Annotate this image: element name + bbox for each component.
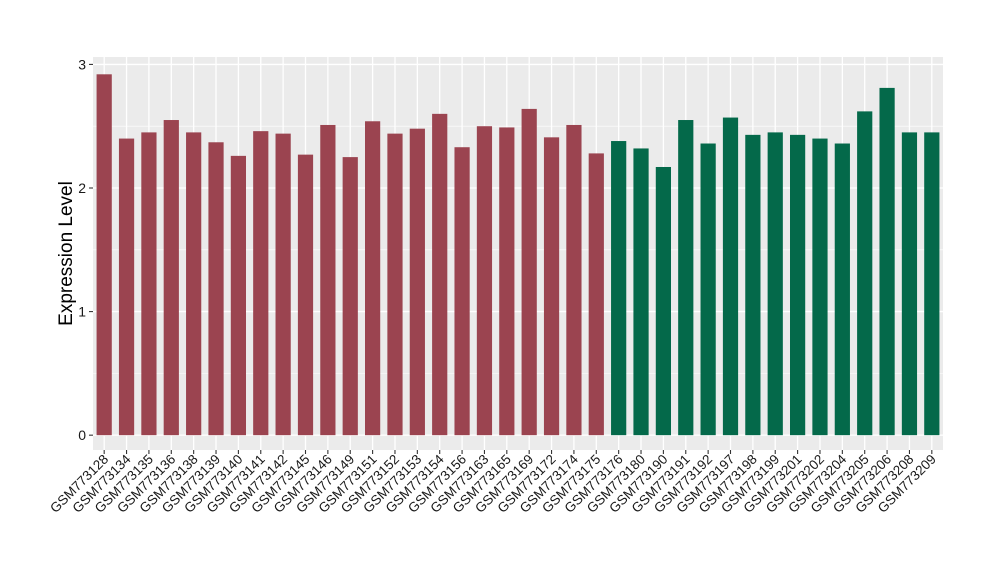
bar-gsm773180	[633, 148, 649, 436]
bar-gsm773198	[745, 134, 761, 436]
bar-gsm773135	[141, 132, 157, 436]
bar-gsm773141	[253, 131, 269, 436]
bar-gsm773169	[521, 108, 537, 436]
y-axis: 0 1 2 3	[78, 56, 93, 443]
bar-gsm773206	[879, 87, 895, 436]
bar-gsm773151	[365, 121, 381, 436]
bar-gsm773134	[118, 138, 135, 436]
bar-gsm773138	[186, 132, 202, 436]
bar-gsm773163	[476, 126, 493, 436]
bar-gsm773153	[409, 128, 425, 436]
y-tick-label: 2	[78, 180, 86, 196]
bar-gsm773136	[163, 120, 179, 436]
bar-gsm773174	[566, 124, 582, 436]
bar-gsm773209	[924, 132, 940, 436]
bar-gsm773165	[499, 127, 515, 436]
bar-gsm773145	[297, 154, 314, 436]
bar-gsm773140	[230, 155, 246, 436]
bar-gsm773142	[275, 133, 291, 436]
bar-gsm773205	[857, 111, 873, 436]
bar-gsm773154	[432, 113, 448, 436]
y-tick-label: 1	[78, 304, 86, 320]
y-tick-label: 3	[78, 56, 86, 72]
bar-gsm773149	[342, 157, 358, 436]
bar-gsm773172	[543, 137, 560, 436]
bar-gsm773128	[96, 74, 112, 436]
bar-gsm773192	[700, 143, 716, 436]
bar-gsm773199	[767, 132, 783, 436]
bars	[96, 74, 940, 436]
bar-gsm773204	[834, 143, 850, 436]
y-tick-label: 0	[78, 427, 86, 443]
bar-gsm773152	[387, 133, 403, 436]
bar-gsm773156	[454, 147, 470, 436]
bar-gsm773176	[611, 141, 627, 436]
bar-gsm773208	[901, 132, 918, 436]
bar-gsm773191	[678, 120, 694, 436]
bar-gsm773139	[208, 142, 224, 436]
bar-gsm773175	[588, 153, 604, 436]
x-axis: GSM773128GSM773134GSM773135GSM773136GSM7…	[47, 450, 939, 516]
bar-gsm773201	[790, 134, 806, 436]
y-axis-title: Expression Level	[56, 181, 77, 326]
bar-gsm773197	[722, 117, 739, 436]
bar-gsm773190	[655, 166, 671, 436]
bar-gsm773146	[320, 124, 336, 436]
bar-gsm773202	[812, 138, 828, 436]
